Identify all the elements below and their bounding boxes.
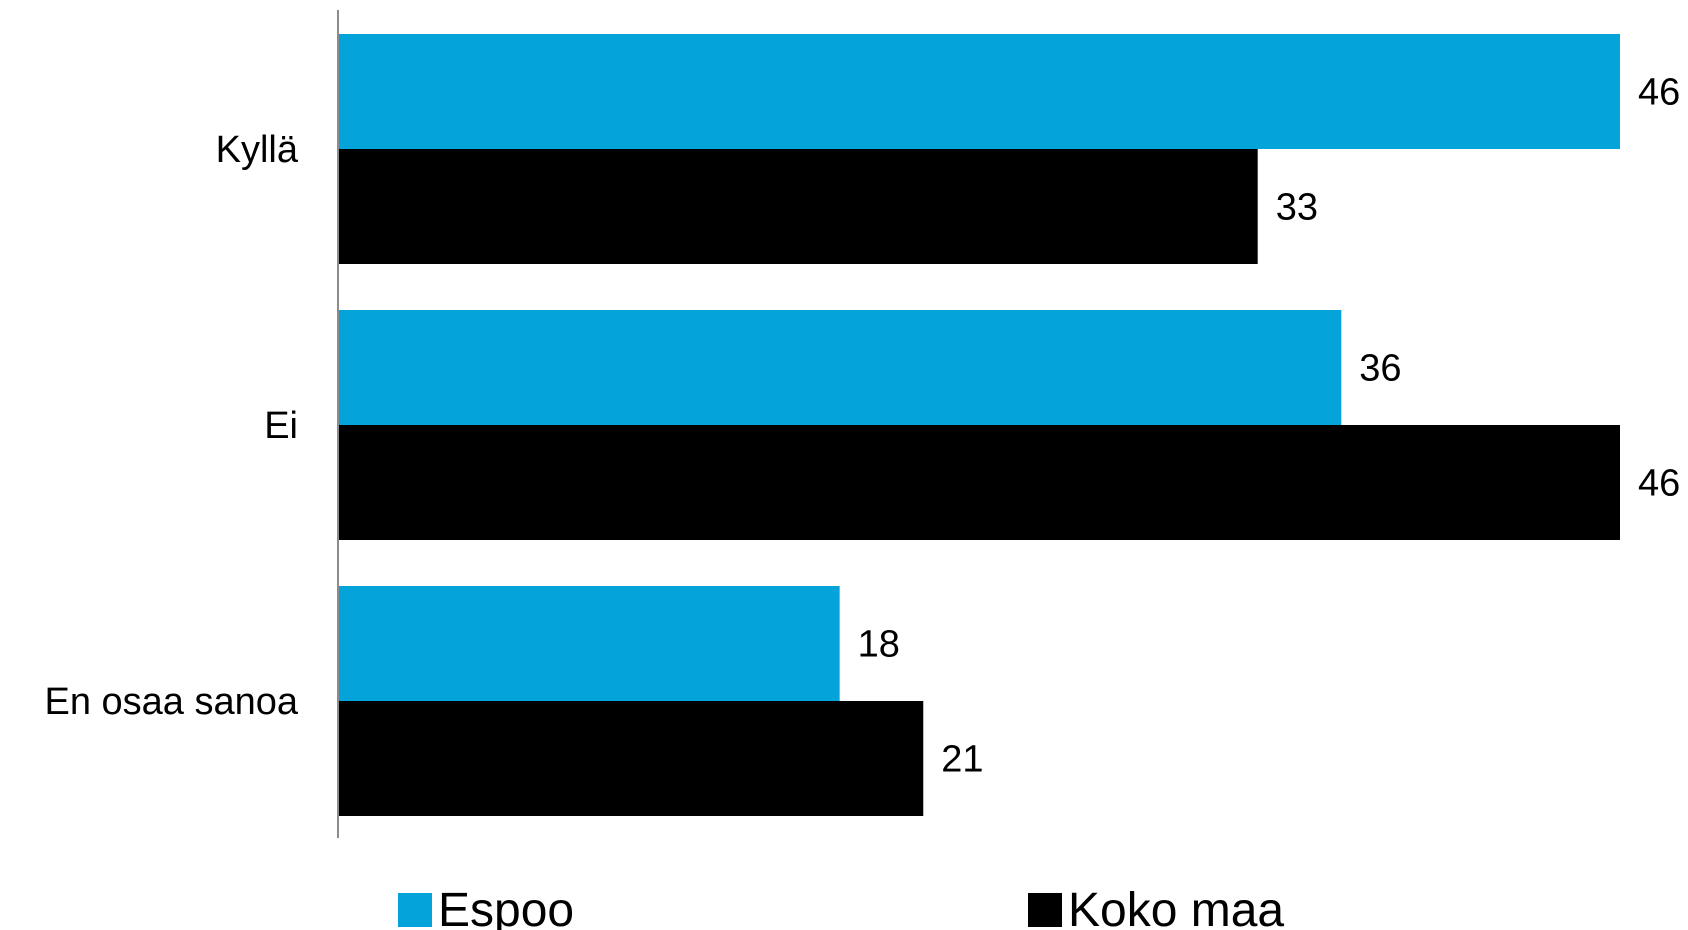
legend-label-koko-maa: Koko maa — [1068, 884, 1284, 930]
legend: Espoo Koko maa — [398, 884, 1284, 930]
legend-item-espoo: Espoo — [398, 884, 574, 930]
legend-label-espoo: Espoo — [438, 884, 574, 930]
category-label-kylla: Kyllä — [216, 129, 299, 171]
category-labels: Kyllä Ei En osaa sanoa — [44, 129, 298, 723]
data-label-ei-espoo: 36 — [1359, 348, 1401, 390]
bar-ei-koko-maa — [338, 425, 1620, 540]
bars-layer — [338, 34, 1620, 816]
legend-swatch-espoo — [398, 893, 432, 927]
bar-kylla-espoo — [338, 34, 1620, 149]
bar-ei-espoo — [338, 310, 1342, 425]
category-label-en-osaa-sanoa: En osaa sanoa — [44, 681, 298, 723]
data-label-en-osaa-sanoa-espoo: 18 — [858, 624, 900, 666]
category-label-ei: Ei — [264, 405, 298, 447]
data-label-kylla-espoo: 46 — [1638, 72, 1680, 114]
bar-kylla-koko-maa — [338, 149, 1258, 264]
legend-item-koko-maa: Koko maa — [1028, 884, 1284, 930]
bar-en-osaa-sanoa-espoo — [338, 586, 840, 701]
value-labels: 46 33 36 46 18 21 — [858, 72, 1681, 781]
legend-swatch-koko-maa — [1028, 893, 1062, 927]
bar-en-osaa-sanoa-koko-maa — [338, 701, 924, 816]
data-label-kylla-koko-maa: 33 — [1276, 187, 1318, 229]
data-label-en-osaa-sanoa-koko-maa: 21 — [941, 739, 983, 781]
data-label-ei-koko-maa: 46 — [1638, 463, 1680, 505]
